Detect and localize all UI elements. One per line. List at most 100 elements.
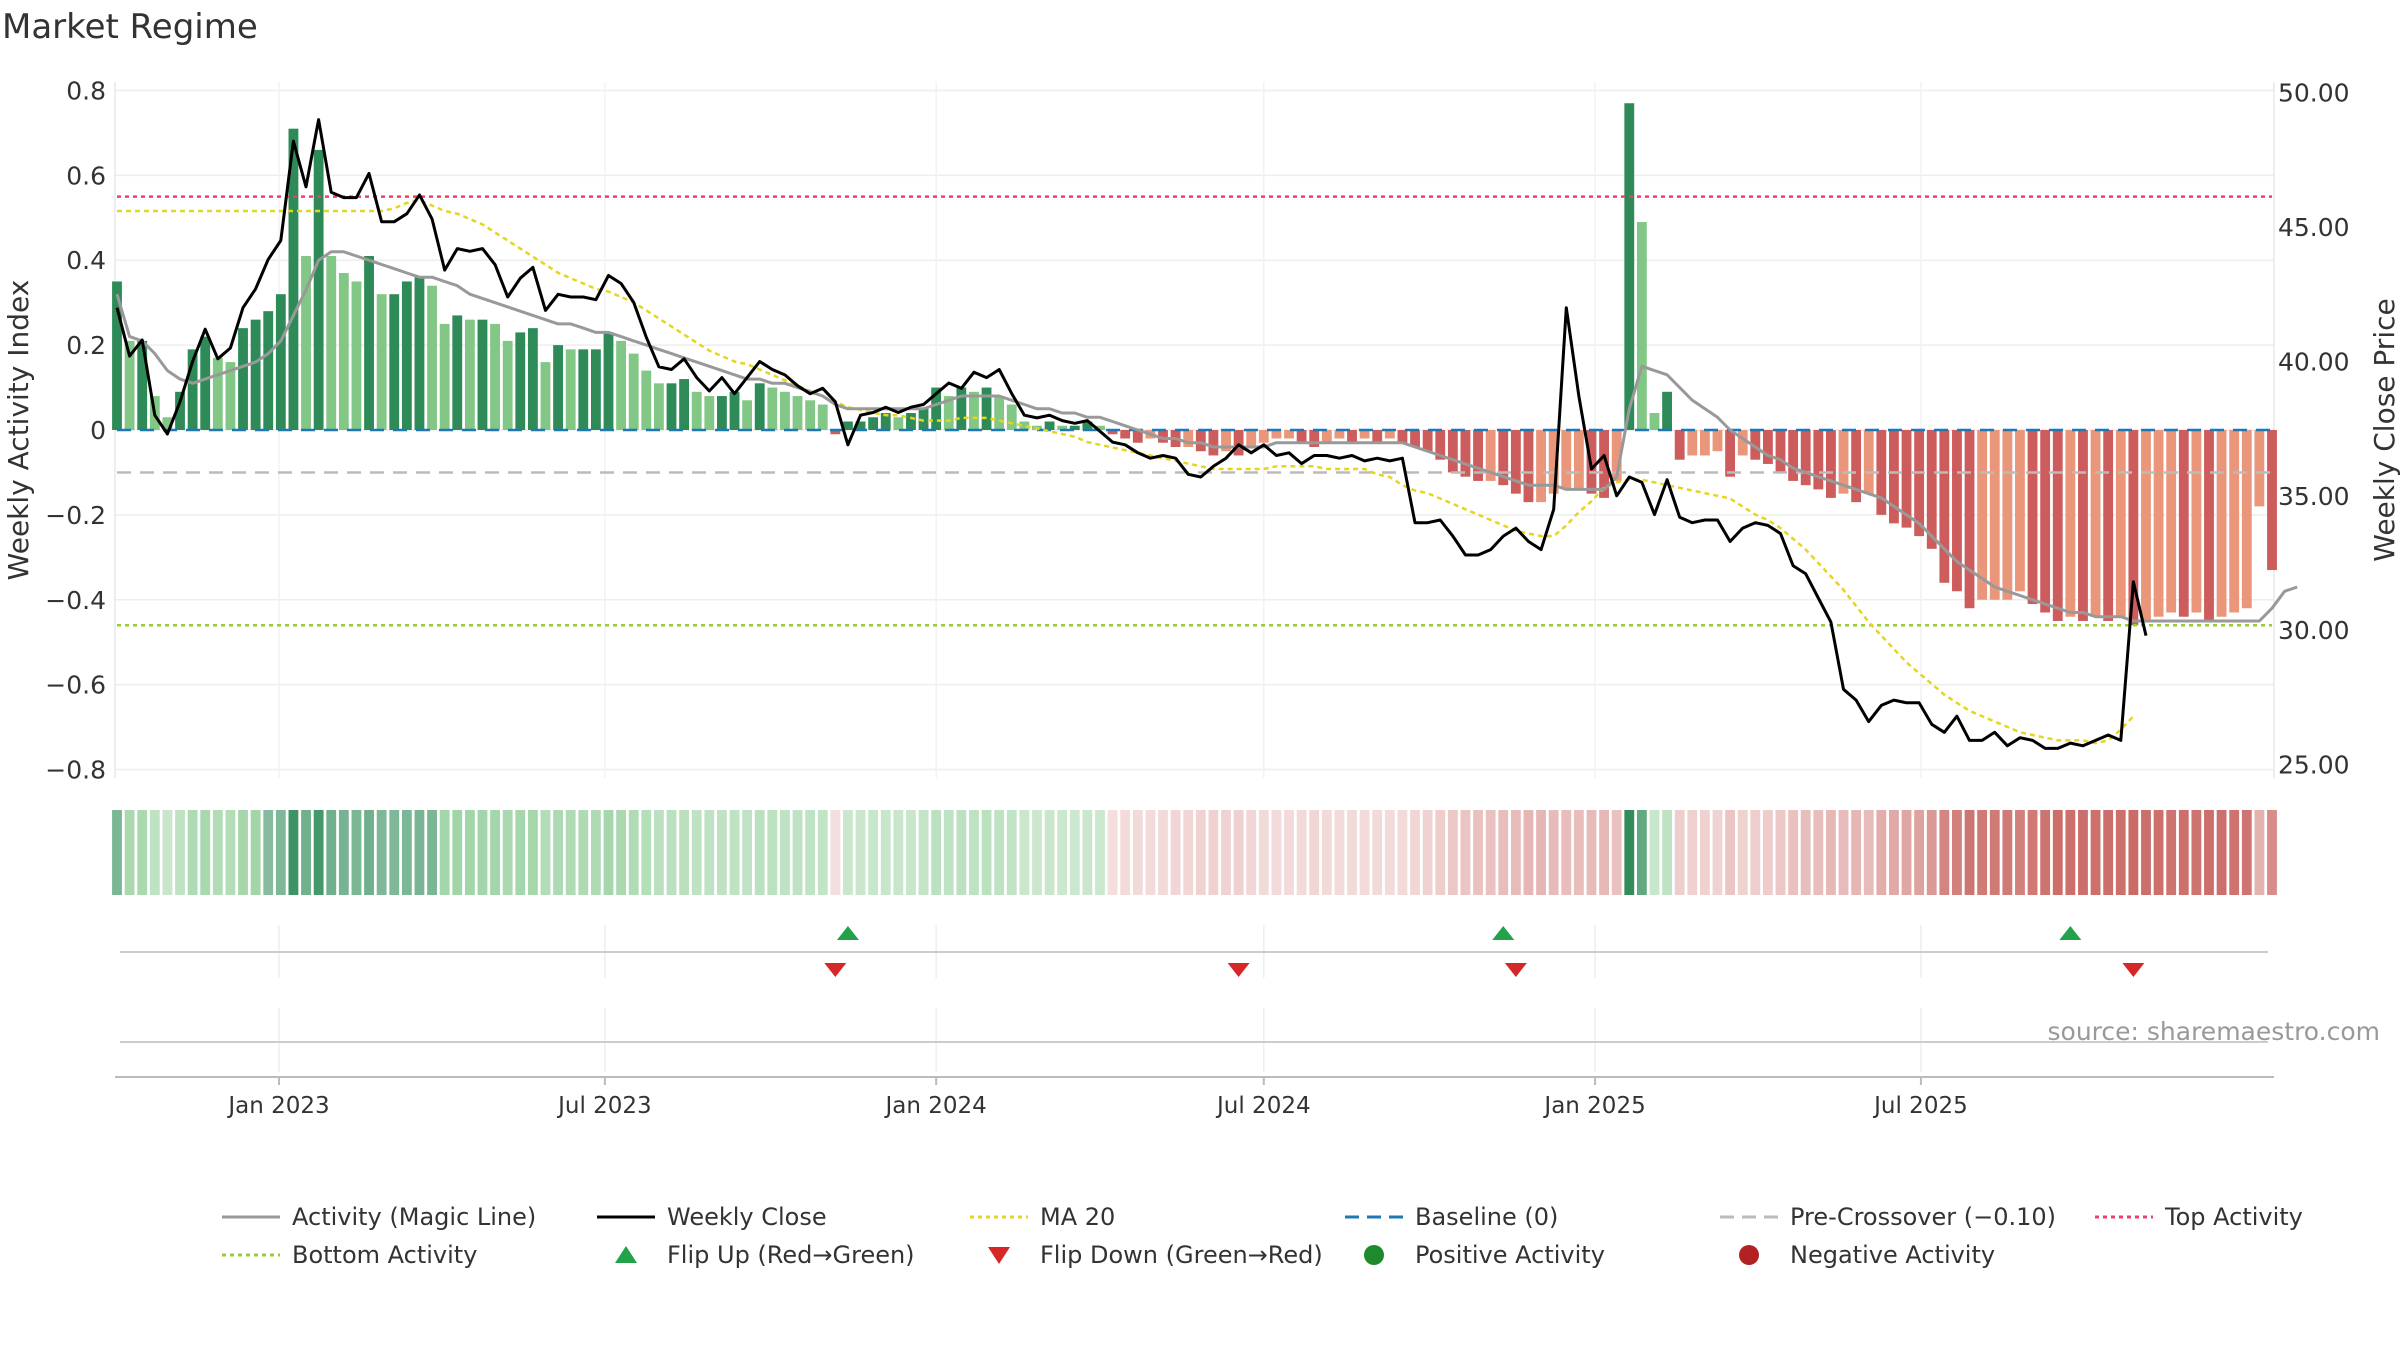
activity-bar <box>1851 430 1862 503</box>
regime-cell <box>616 810 627 895</box>
regime-cell <box>477 810 488 895</box>
regime-cell <box>1410 810 1420 895</box>
activity-bar <box>805 400 816 430</box>
regime-cell <box>956 810 967 895</box>
legend-item: Baseline (0) <box>1345 1203 1558 1231</box>
regime-cell <box>2241 810 2252 895</box>
activity-bar <box>490 323 500 430</box>
legend-item: Bottom Activity <box>222 1241 477 1269</box>
legend-item: MA 20 <box>970 1203 1115 1231</box>
activity-bar <box>830 430 841 435</box>
activity-bar <box>1195 430 1206 452</box>
activity-bar <box>527 328 538 430</box>
activity-bar <box>389 294 400 430</box>
activity-bar <box>1044 421 1055 430</box>
regime-cell <box>1649 810 1660 895</box>
regime-cell <box>1006 810 1017 895</box>
regime-cell <box>326 810 337 895</box>
regime-cell <box>1057 810 1068 895</box>
legend-swatch <box>1364 1245 1384 1265</box>
regime-cell <box>1158 810 1168 895</box>
regime-cell <box>1384 810 1395 895</box>
regime-cell <box>1183 810 1194 895</box>
activity-bar <box>2141 430 2151 621</box>
regime-cell <box>1561 810 1572 895</box>
regime-cell <box>1032 810 1042 895</box>
activity-bar <box>275 294 286 430</box>
regime-cell <box>1221 810 1231 895</box>
activity-bar <box>716 396 727 430</box>
regime-cell <box>212 810 223 895</box>
main-panel: −0.8 −0.6 −0.4 −0.2 0 0.2 0.4 0.6 0.8 25.00 30.00… <box>2 76 2400 784</box>
regime-cell <box>1107 810 1118 895</box>
activity-bar <box>1939 430 1950 583</box>
y-axis-ticks: −0.8 −0.6 −0.4 −0.2 0 0.2 0.4 0.6 0.8 <box>45 76 106 784</box>
activity-bar <box>1838 430 1849 494</box>
activity-bar <box>212 357 223 430</box>
regime-cell <box>527 810 538 895</box>
activity-bar <box>1410 430 1420 447</box>
regime-cell <box>1422 810 1433 895</box>
activity-bar <box>1536 430 1546 503</box>
regime-cell <box>716 810 727 895</box>
y-tick-label: 0.8 <box>66 76 106 105</box>
activity-bar <box>1233 430 1244 456</box>
regime-cell <box>969 810 979 895</box>
activity-bar <box>704 396 715 430</box>
activity-bar <box>2229 430 2240 613</box>
regime-cell <box>1977 810 1988 895</box>
activity-bar <box>1284 430 1294 439</box>
activity-bar <box>1510 430 1521 494</box>
regime-cell <box>2254 810 2265 895</box>
regime-cell <box>1989 810 2000 895</box>
activity-bar <box>1397 430 1408 443</box>
activity-bar <box>1208 430 1219 456</box>
regime-cell <box>389 810 400 895</box>
activity-bar <box>742 400 753 430</box>
activity-bar <box>855 421 866 430</box>
regime-cell <box>1082 810 1093 895</box>
regime-cell <box>439 810 450 895</box>
flip-down-marker <box>1227 963 1250 977</box>
activity-bar <box>1309 430 1320 447</box>
activity-bar <box>792 396 803 430</box>
regime-cell <box>1334 810 1345 895</box>
legend-label: Flip Down (Green→Red) <box>1040 1241 1323 1269</box>
activity-bar <box>175 391 185 430</box>
regime-cell <box>490 810 500 895</box>
regime-cell <box>1019 810 1030 895</box>
regime-cell <box>187 810 198 895</box>
regime-cell <box>1195 810 1206 895</box>
regime-cell <box>792 810 803 895</box>
activity-bar <box>1271 430 1282 439</box>
x-tick-label: Jul 2023 <box>556 1093 652 1119</box>
regime-cell <box>590 810 601 895</box>
activity-bar <box>1687 430 1698 456</box>
activity-bar <box>2103 430 2114 621</box>
activity-bar <box>956 387 967 430</box>
activity-bar <box>553 345 563 430</box>
regime-cell <box>1359 810 1370 895</box>
activity-bar <box>1183 430 1194 447</box>
regime-cell <box>1460 810 1471 895</box>
regime-cell <box>553 810 563 895</box>
activity-bar <box>1788 430 1799 481</box>
activity-bar <box>1334 430 1345 439</box>
y-tick-label: 0.2 <box>66 331 106 360</box>
grid <box>115 82 2274 778</box>
activity-bar <box>1977 430 1988 600</box>
activity-bar <box>2166 430 2177 613</box>
flip-up-marker <box>836 926 859 940</box>
regime-cell <box>1851 810 1862 895</box>
regime-cell <box>313 810 324 895</box>
magic-line <box>115 250 2298 623</box>
activity-bar <box>464 319 475 430</box>
regime-cell <box>1498 810 1509 895</box>
activity-bar <box>502 340 513 430</box>
regime-cell <box>225 810 236 895</box>
activity-bar <box>1485 430 1496 481</box>
regime-cell <box>1599 810 1609 895</box>
activity-bar <box>1523 430 1534 503</box>
regime-cell <box>1737 810 1748 895</box>
activity-bar <box>1107 430 1118 435</box>
